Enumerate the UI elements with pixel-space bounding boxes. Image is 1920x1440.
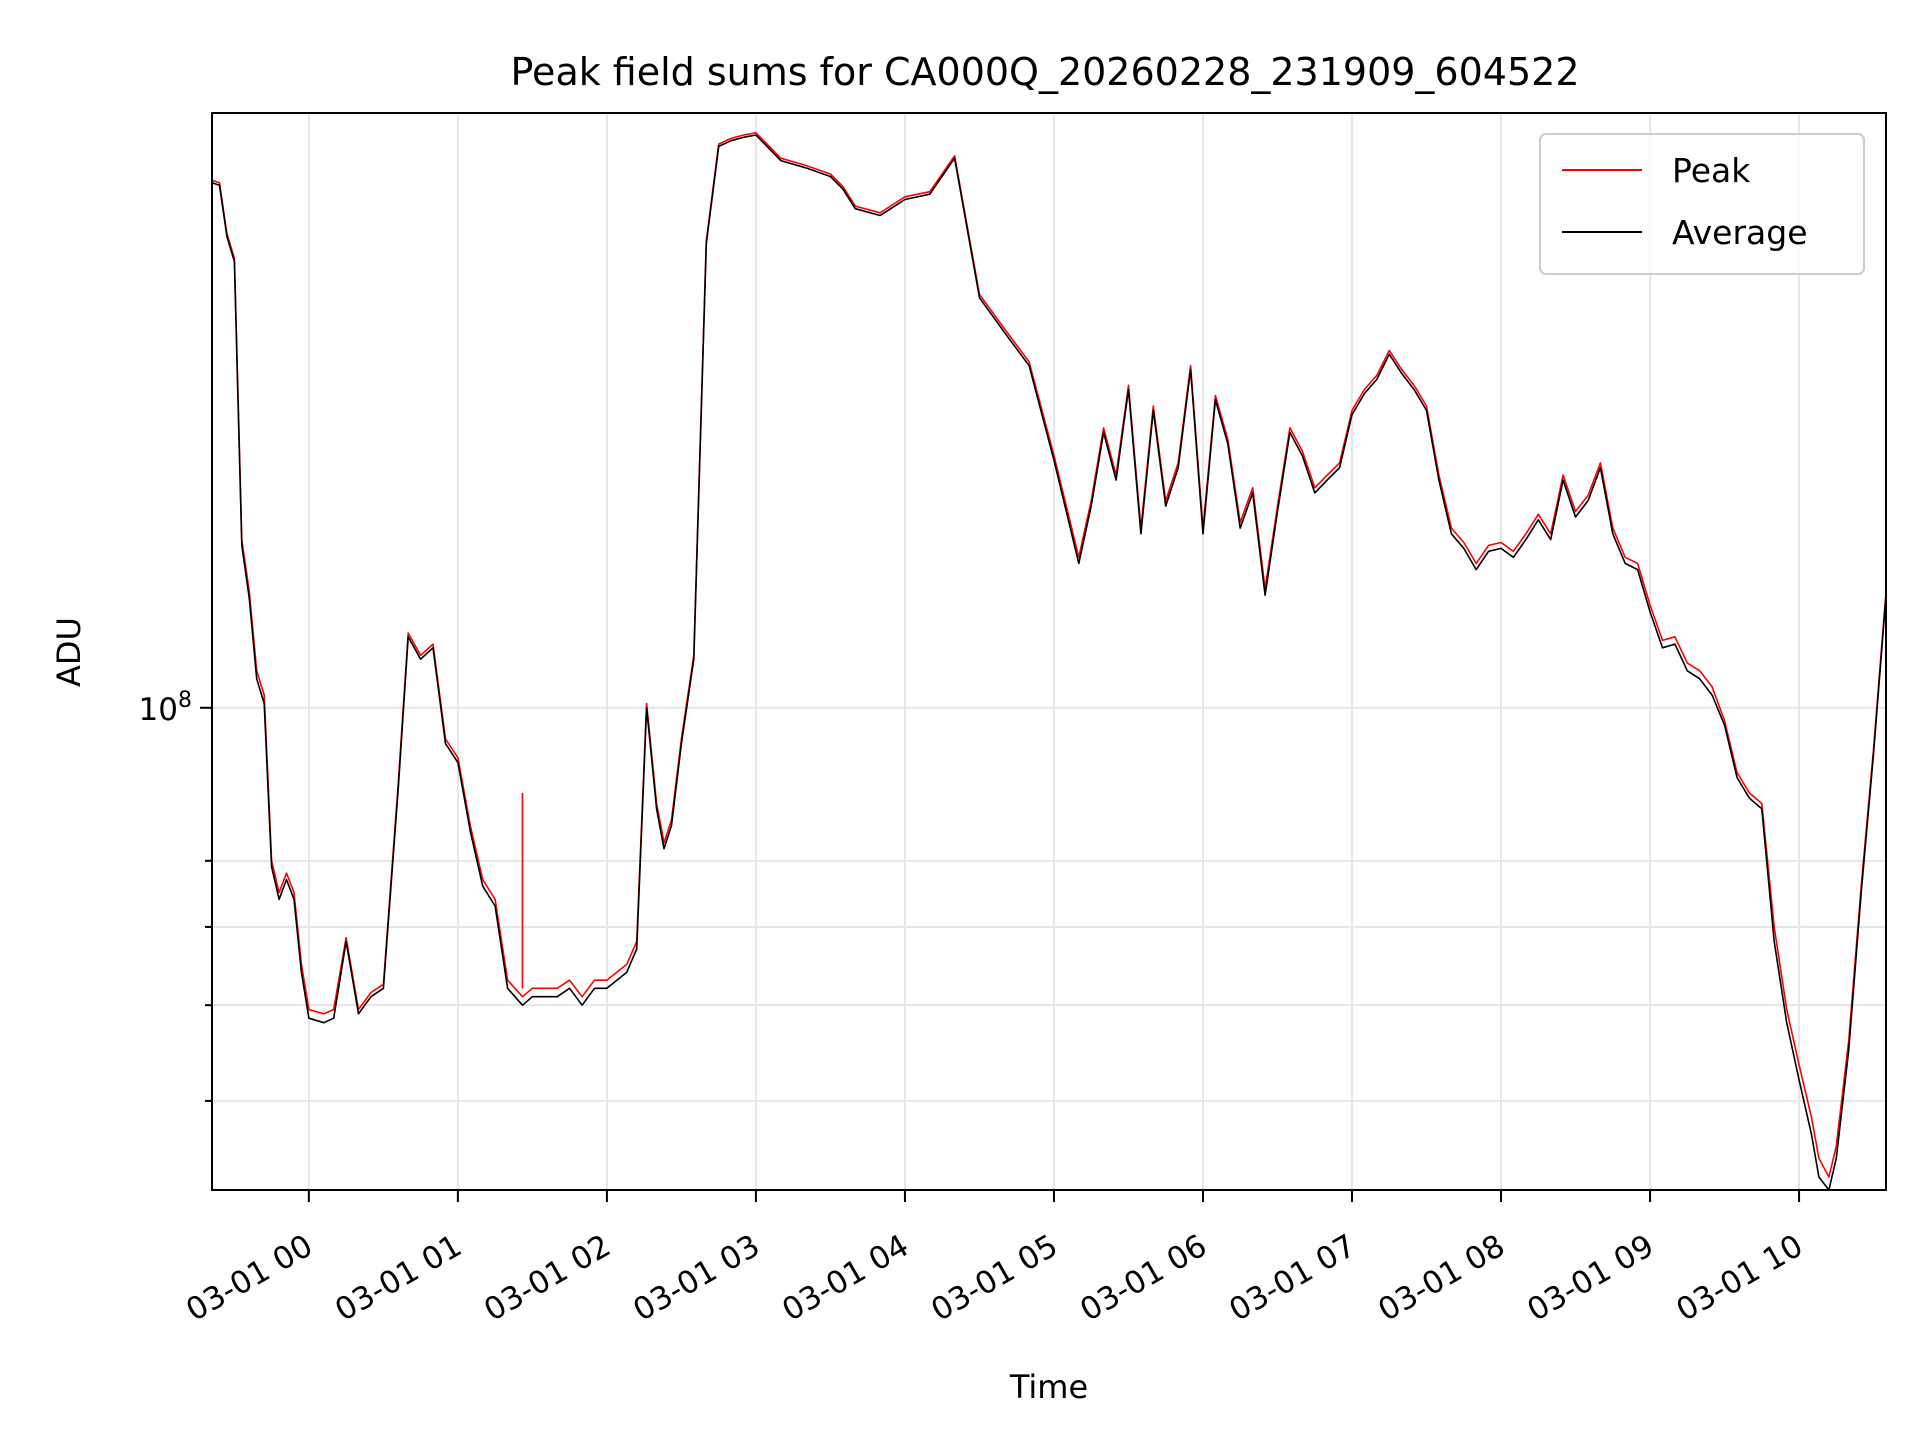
x-axis-label: Time (1009, 1368, 1088, 1406)
y-axis-label: ADU (50, 617, 88, 687)
peak-line (211, 132, 1887, 1178)
legend: Peak Average (1539, 133, 1865, 275)
plot-frame (211, 112, 1887, 1191)
plot-area (211, 132, 1887, 1191)
average-line (211, 134, 1887, 1191)
y-axis: 108 (139, 688, 212, 1102)
grid (212, 113, 1886, 1190)
legend-peak-label: Peak (1672, 151, 1751, 190)
chart-title: Peak field sums for CA000Q_20260228_2319… (511, 50, 1580, 94)
y-tick-label: 108 (139, 688, 192, 728)
legend-average-label: Average (1672, 213, 1808, 252)
